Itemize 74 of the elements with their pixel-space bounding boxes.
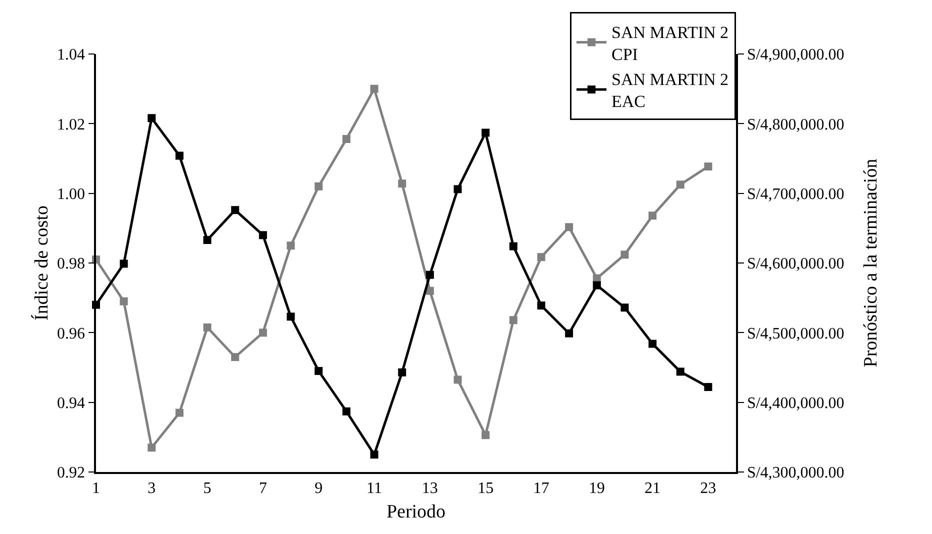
x-tick-label: 13 bbox=[422, 480, 438, 497]
point bbox=[482, 431, 490, 440]
x-axis-title: Periodo bbox=[386, 501, 446, 522]
point bbox=[231, 206, 240, 214]
x-tick-label: 19 bbox=[588, 480, 605, 497]
y-tick-label: 0.98 bbox=[57, 256, 86, 273]
point bbox=[704, 383, 712, 392]
point bbox=[426, 286, 434, 295]
point bbox=[203, 323, 212, 332]
point bbox=[509, 242, 518, 250]
y2-tick-label: S/4,300,000.00 bbox=[746, 464, 844, 482]
point bbox=[148, 444, 156, 452]
point bbox=[509, 316, 518, 324]
point bbox=[454, 376, 462, 384]
y2-axis-title: Pronóstico a la terminación bbox=[860, 158, 882, 368]
point bbox=[592, 281, 601, 290]
x-tick-label: 1 bbox=[92, 480, 100, 497]
point bbox=[175, 408, 184, 417]
point bbox=[286, 312, 295, 321]
point bbox=[537, 302, 546, 310]
point bbox=[398, 368, 406, 376]
point bbox=[565, 223, 574, 232]
point bbox=[648, 212, 657, 220]
x-tick-label: 7 bbox=[258, 480, 267, 497]
point bbox=[426, 270, 434, 279]
x-tick-label: 3 bbox=[148, 480, 156, 497]
point bbox=[342, 407, 350, 416]
y-tick-label: 0.94 bbox=[57, 394, 86, 412]
point bbox=[120, 297, 128, 306]
point bbox=[203, 236, 212, 244]
point bbox=[482, 128, 490, 137]
point bbox=[537, 253, 546, 262]
y-axis-title: Índice de costo bbox=[30, 205, 52, 321]
point bbox=[148, 114, 156, 122]
y2-tick-label: S/4,500,000.00 bbox=[746, 325, 844, 342]
point bbox=[676, 368, 684, 376]
legend-label: SAN MARTIN 2 CPI bbox=[612, 22, 729, 64]
y2-tick-label: S/4,800,000.00 bbox=[746, 116, 844, 134]
x-tick-label: 21 bbox=[644, 480, 661, 497]
point bbox=[258, 328, 267, 337]
point bbox=[454, 185, 462, 194]
point bbox=[314, 366, 323, 375]
point bbox=[342, 134, 350, 143]
point bbox=[370, 84, 378, 93]
point bbox=[704, 162, 712, 171]
y-tick-label: 0.96 bbox=[57, 325, 86, 342]
x-tick-label: 23 bbox=[700, 480, 716, 497]
x-tick-label: 11 bbox=[366, 480, 382, 497]
point bbox=[314, 182, 323, 190]
point bbox=[286, 242, 295, 250]
y-tick-label: 0.92 bbox=[57, 464, 86, 482]
x-tick-label: 17 bbox=[533, 480, 550, 497]
x-tick-label: 5 bbox=[203, 480, 212, 497]
y2-tick-label: S/4,600,000.00 bbox=[746, 256, 844, 273]
point bbox=[258, 231, 267, 240]
point bbox=[231, 353, 240, 362]
point bbox=[120, 260, 128, 268]
x-tick-label: 15 bbox=[478, 480, 494, 497]
point bbox=[676, 180, 684, 189]
x-tick-label: 9 bbox=[314, 480, 323, 497]
y2-tick-label: S/4,900,000.00 bbox=[746, 46, 844, 64]
y-tick-label: 1.00 bbox=[57, 186, 86, 203]
legend-label: SAN MARTIN 2 EAC bbox=[612, 70, 729, 112]
point bbox=[648, 340, 657, 348]
y-tick-label: 1.02 bbox=[57, 116, 86, 134]
point bbox=[620, 250, 629, 259]
point bbox=[620, 304, 629, 312]
y-tick-label: 1.04 bbox=[57, 46, 86, 64]
point bbox=[398, 180, 406, 188]
point bbox=[175, 152, 184, 160]
point bbox=[370, 450, 378, 459]
y2-tick-label: S/4,700,000.00 bbox=[746, 186, 844, 203]
point bbox=[565, 329, 574, 338]
y2-tick-label: S/4,400,000.00 bbox=[746, 394, 844, 412]
